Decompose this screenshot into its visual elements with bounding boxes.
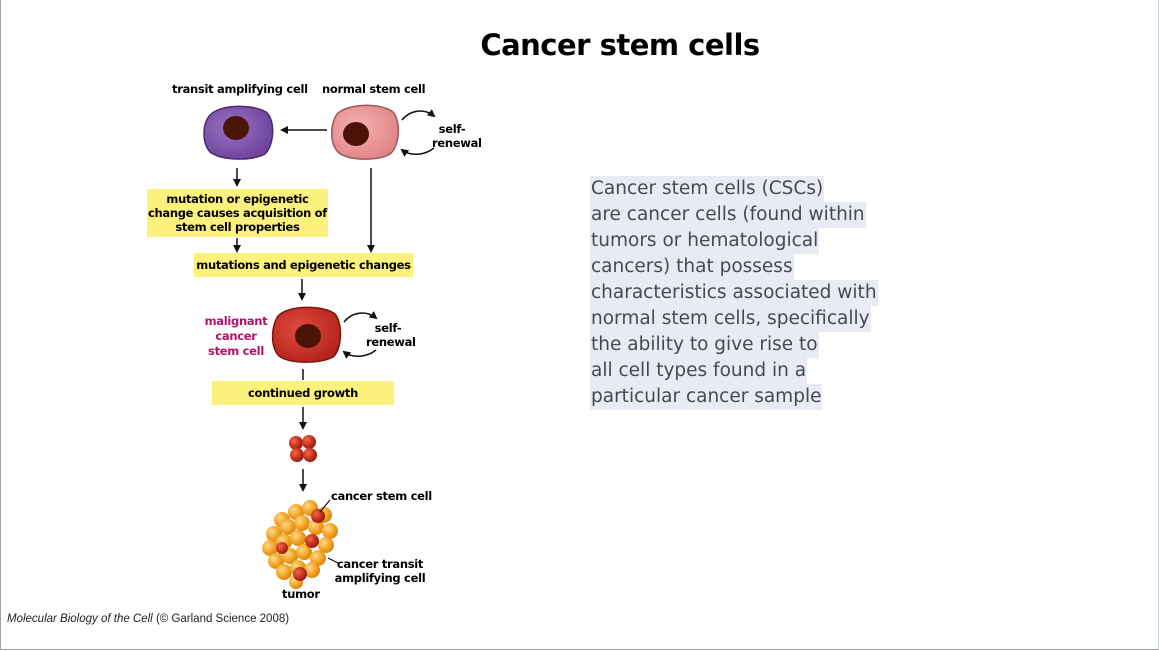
box-mutation-line2: change causes acquisition of: [147, 206, 327, 220]
label-self-renewal-1: self- renewal: [432, 122, 482, 150]
description-line: the ability to give rise to: [590, 332, 819, 358]
credit-publisher: (© Garland Science 2008): [152, 613, 290, 625]
box-continued-growth: continued growth: [212, 381, 394, 405]
normal-cell-nucleus: [343, 122, 369, 146]
description-line: characteristics associated with: [590, 280, 878, 306]
label-self-renewal-2-line2: renewal: [366, 335, 416, 349]
self-renewal-arc-2-top: [343, 311, 378, 323]
description-line: normal stem cells, specifically: [590, 306, 871, 332]
box-mutation-epigenetic: mutation or epigenetic change causes acq…: [147, 189, 328, 237]
label-malignant-line1: malignant: [204, 314, 268, 328]
label-malignant-cancer-stem-cell: malignant cancer stem cell: [196, 314, 276, 359]
label-self-renewal-2-line1: self-: [374, 321, 402, 335]
label-cancer-transit-line1: cancer transit: [336, 557, 424, 571]
label-normal-stem-cell: normal stem cell: [322, 82, 426, 96]
slide-title: Cancer stem cells: [480, 28, 760, 62]
self-renewal-arc-1-bottom: [400, 147, 435, 157]
transit-cell-nucleus: [223, 116, 249, 140]
box-mutation-line3: stem cell properties: [175, 220, 300, 234]
label-cancer-transit-amplifying-cell: cancer transit amplifying cell: [334, 557, 426, 585]
image-credit: Molecular Biology of the Cell (© Garland…: [7, 613, 289, 625]
description-line: are cancer cells (found within: [590, 202, 866, 228]
label-cancer-transit-line2: amplifying cell: [334, 571, 426, 585]
description-line: tumors or hematological: [590, 228, 820, 254]
label-malignant-line3: stem cell: [208, 344, 264, 358]
label-self-renewal-1-line2: renewal: [432, 136, 482, 150]
description-line: cancers) that possess: [590, 254, 794, 280]
description-line: Cancer stem cells (CSCs): [590, 176, 825, 202]
label-transit-amplifying-cell: transit amplifying cell: [172, 82, 308, 96]
box-mutations-epigenetic-changes: mutations and epigenetic changes: [194, 253, 413, 277]
malignant-cell-nucleus: [295, 324, 321, 348]
self-renewal-arc-2-bottom: [342, 349, 377, 359]
label-self-renewal-2: self- renewal: [366, 321, 416, 349]
description-line: particular cancer sample: [590, 384, 823, 410]
description-text: Cancer stem cells (CSCs) are cancer cell…: [590, 176, 878, 410]
box-mutation-line1: mutation or epigenetic: [166, 192, 309, 206]
pointer-cancer-transit-cell: [327, 557, 339, 564]
self-renewal-arc-1-top: [401, 109, 436, 121]
small-cell-cluster: [289, 435, 317, 462]
credit-book-title: Molecular Biology of the Cell: [7, 613, 153, 625]
label-tumor: tumor: [282, 587, 320, 601]
label-malignant-line2: cancer: [215, 329, 257, 343]
label-cancer-stem-cell: cancer stem cell: [331, 489, 432, 503]
label-self-renewal-1-line1: self-: [438, 122, 466, 136]
tumor: [262, 500, 338, 589]
description-line: all cell types found in a: [590, 358, 808, 384]
pointer-cancer-stem-cell: [319, 499, 331, 513]
